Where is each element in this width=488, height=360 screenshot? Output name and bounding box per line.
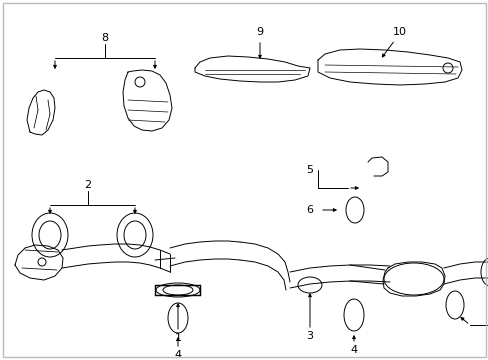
- Text: 6: 6: [306, 205, 313, 215]
- Text: 5: 5: [306, 165, 313, 175]
- Text: 9: 9: [256, 27, 263, 37]
- Text: 1: 1: [174, 333, 181, 343]
- Text: 7: 7: [486, 233, 488, 243]
- Text: 3: 3: [306, 331, 313, 341]
- Text: 4: 4: [350, 345, 357, 355]
- Text: 8: 8: [101, 33, 108, 43]
- Text: 2: 2: [84, 180, 91, 190]
- Text: 10: 10: [392, 27, 406, 37]
- Text: 4: 4: [174, 350, 181, 360]
